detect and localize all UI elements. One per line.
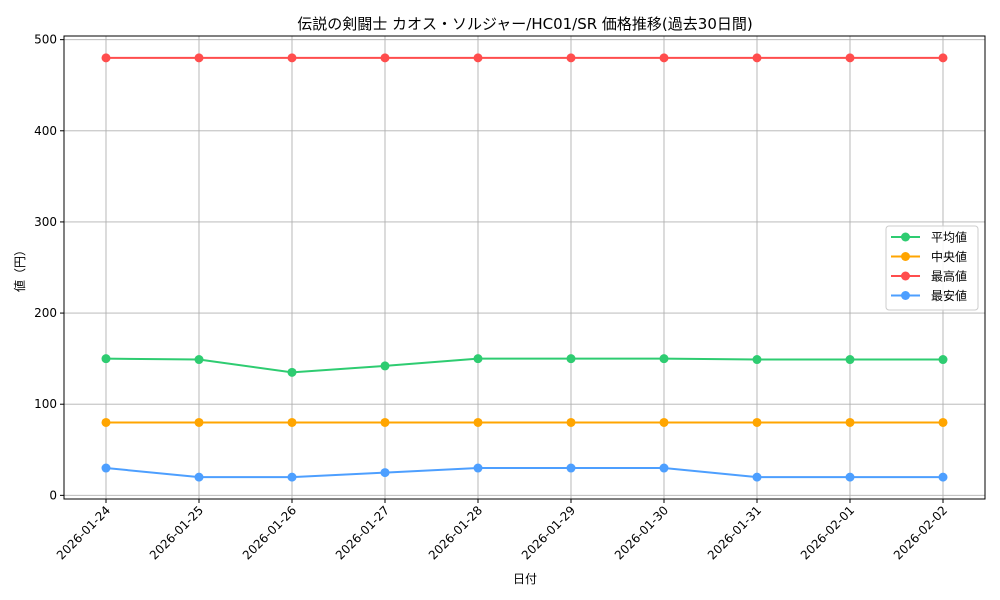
data-point xyxy=(101,354,111,364)
legend-label: 最安値 xyxy=(931,288,967,303)
legend-label: 最高値 xyxy=(931,269,967,284)
x-tick-label: 2026-01-27 xyxy=(333,503,392,562)
y-tick-label: 300 xyxy=(34,215,57,229)
x-tick-label: 2026-01-26 xyxy=(240,503,299,562)
data-point xyxy=(752,417,762,427)
data-point xyxy=(101,463,111,473)
data-point xyxy=(380,417,390,427)
data-point xyxy=(287,367,297,377)
data-point xyxy=(659,417,669,427)
data-point xyxy=(473,53,483,63)
legend-marker xyxy=(901,271,910,281)
y-tick-label: 100 xyxy=(34,397,57,411)
x-axis-label: 日付 xyxy=(513,572,537,586)
data-point xyxy=(845,472,855,482)
data-point xyxy=(938,472,948,482)
y-tick-label: 0 xyxy=(49,488,57,502)
data-point xyxy=(101,417,111,427)
data-point xyxy=(194,53,204,63)
legend-marker xyxy=(901,252,910,261)
legend-label: 中央値 xyxy=(931,249,967,264)
data-point xyxy=(287,472,297,482)
data-point xyxy=(380,53,390,63)
series-line-3 xyxy=(105,467,943,479)
data-point xyxy=(752,472,762,482)
x-tick-label: 2026-01-25 xyxy=(147,503,206,562)
data-point xyxy=(659,53,669,63)
data-point xyxy=(938,417,948,427)
data-point xyxy=(659,354,669,364)
legend-marker xyxy=(901,291,910,300)
y-tick-label: 500 xyxy=(34,33,57,47)
x-tick-label: 2026-01-30 xyxy=(612,503,671,562)
data-point xyxy=(845,53,855,63)
data-point xyxy=(566,53,576,63)
x-tick-label: 2026-01-31 xyxy=(705,503,764,562)
x-tick-label: 2026-02-01 xyxy=(798,503,857,562)
x-tick-label: 2026-01-24 xyxy=(54,503,113,562)
data-point xyxy=(659,463,669,473)
x-tick-label: 2026-01-29 xyxy=(519,503,578,562)
y-axis-label: 値（円） xyxy=(12,244,27,292)
x-tick-label: 2026-01-28 xyxy=(426,503,485,562)
data-point xyxy=(566,354,576,364)
data-point xyxy=(938,53,948,63)
data-point xyxy=(287,417,297,427)
data-point xyxy=(194,355,204,365)
data-point xyxy=(287,53,297,63)
data-point xyxy=(752,355,762,365)
x-tick-label: 2026-02-02 xyxy=(891,503,950,562)
legend-box xyxy=(885,225,979,311)
data-point xyxy=(473,463,483,473)
data-point xyxy=(752,53,762,63)
data-point xyxy=(473,417,483,427)
data-point xyxy=(194,472,204,482)
data-point xyxy=(380,361,390,371)
data-point xyxy=(473,354,483,364)
data-point xyxy=(566,417,576,427)
legend-marker xyxy=(901,232,910,242)
data-point xyxy=(194,417,204,427)
data-point xyxy=(845,417,855,427)
series-line-0 xyxy=(105,357,943,374)
data-point xyxy=(101,53,111,63)
data-point xyxy=(380,468,390,478)
y-tick-label: 400 xyxy=(34,124,57,138)
legend-label: 平均値 xyxy=(931,230,967,245)
chart-title: 伝説の剣闘士 カオス・ソルジャー/HC01/SR 価格推移(過去30日間) xyxy=(297,15,752,33)
data-point xyxy=(845,355,855,365)
y-tick-label: 200 xyxy=(34,306,57,320)
plot-frame xyxy=(63,35,986,500)
data-point xyxy=(938,355,948,365)
data-point xyxy=(566,463,576,473)
